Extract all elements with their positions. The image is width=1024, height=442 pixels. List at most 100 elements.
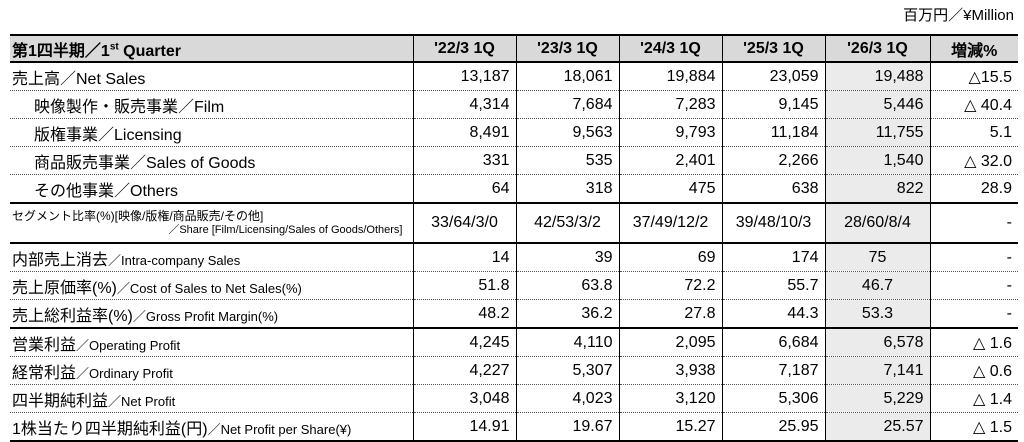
table-cell: 75 <box>824 242 930 272</box>
table-cell: 53.3 <box>824 299 930 329</box>
table-cell: 6,684 <box>721 327 825 357</box>
table-row: 内部売上消去／Intra-company Sales 14 39 69 174 … <box>10 242 1018 272</box>
table-cell: 4,110 <box>515 327 619 357</box>
table-row: 売上原価率(%)／Cost of Sales to Net Sales(%) 5… <box>10 271 1018 300</box>
table-cell: 28/60/8/4 <box>824 202 930 244</box>
row-label: その他事業／Others <box>10 174 413 204</box>
table-cell: - <box>929 299 1018 329</box>
table-cell: 55.7 <box>721 271 825 300</box>
table-row: 売上高／Net Sales 13,187 18,061 19,884 23,05… <box>10 62 1018 91</box>
row-label: セグメント比率(%)[映像/版権/商品販売/その他] ／Share [Film/L… <box>10 202 413 244</box>
table-cell: 37/49/12/2 <box>618 202 722 244</box>
table-cell: 39/48/10/3 <box>721 202 825 244</box>
table-row: 商品販売事業／Sales of Goods 331 535 2,401 2,26… <box>10 146 1018 175</box>
table-cell: 9,145 <box>721 90 825 119</box>
table-cell: 7,283 <box>618 90 722 119</box>
row-label: 売上総利益率(%)／Gross Profit Margin(%) <box>10 299 413 329</box>
table-cell: 318 <box>515 174 619 204</box>
table-cell: 2,095 <box>618 327 722 357</box>
table-cell: 13,187 <box>412 62 516 91</box>
row-label: 商品販売事業／Sales of Goods <box>10 146 413 175</box>
table-cell: 19.67 <box>515 412 619 442</box>
table-cell: - <box>929 242 1018 272</box>
row-label: 1株当たり四半期純利益(円)／Net Profit per Share(¥) <box>10 412 413 442</box>
table-row: その他事業／Others 64 318 475 638 822 28.9 <box>10 174 1018 204</box>
table-cell: 42/53/3/2 <box>515 202 619 244</box>
table-cell: △ 1.5 <box>929 412 1018 442</box>
table-cell: 3,120 <box>618 384 722 413</box>
table-row: 版権事業／Licensing 8,491 9,563 9,793 11,184 … <box>10 118 1018 147</box>
table-cell: 14 <box>412 242 516 272</box>
table-cell: 48.2 <box>412 299 516 329</box>
column-header: '24/3 1Q <box>618 34 722 63</box>
table-cell: 51.8 <box>412 271 516 300</box>
table-cell: 8,491 <box>412 118 516 147</box>
table-cell: 475 <box>618 174 722 204</box>
table-cell: 64 <box>412 174 516 204</box>
table-row: 売上総利益率(%)／Gross Profit Margin(%) 48.2 36… <box>10 299 1018 329</box>
table-cell: 7,684 <box>515 90 619 119</box>
table-row: 1株当たり四半期純利益(円)／Net Profit per Share(¥) 1… <box>10 412 1018 442</box>
row-label: 経常利益／Ordinary Profit <box>10 356 413 385</box>
row-label: 四半期純利益／Net Profit <box>10 384 413 413</box>
column-header: '26/3 1Q <box>824 34 930 63</box>
table-cell: 63.8 <box>515 271 619 300</box>
header-row: 第1四半期／1st Quarter '22/3 1Q '23/3 1Q '24/… <box>10 34 1018 63</box>
table-cell: 69 <box>618 242 722 272</box>
table-cell: 3,938 <box>618 356 722 385</box>
table-cell: 15.27 <box>618 412 722 442</box>
table-cell: 6,578 <box>824 327 930 357</box>
table-cell: 44.3 <box>721 299 825 329</box>
table-cell: 7,141 <box>824 356 930 385</box>
table-cell: 2,266 <box>721 146 825 175</box>
table-cell: 11,184 <box>721 118 825 147</box>
table-row: 映像製作・販売事業／Film 4,314 7,684 7,283 9,145 5… <box>10 90 1018 119</box>
table-cell: △ 1.4 <box>929 384 1018 413</box>
row-label: 売上原価率(%)／Cost of Sales to Net Sales(%) <box>10 271 413 300</box>
table-cell: 5,306 <box>721 384 825 413</box>
table-cell: 5.1 <box>929 118 1018 147</box>
table-row: セグメント比率(%)[映像/版権/商品販売/その他] ／Share [Film/L… <box>10 202 1018 244</box>
row-label: 版権事業／Licensing <box>10 118 413 147</box>
row-label: 内部売上消去／Intra-company Sales <box>10 242 413 272</box>
column-header: '25/3 1Q <box>721 34 825 63</box>
table-cell: △ 0.6 <box>929 356 1018 385</box>
table-cell: 4,245 <box>412 327 516 357</box>
table-cell: 25.95 <box>721 412 825 442</box>
table-cell: 7,187 <box>721 356 825 385</box>
table-cell: 4,227 <box>412 356 516 385</box>
financial-table: 第1四半期／1st Quarter '22/3 1Q '23/3 1Q '24/… <box>10 34 1018 442</box>
row-label: 売上高／Net Sales <box>10 62 413 91</box>
table-cell: 27.8 <box>618 299 722 329</box>
column-header: '22/3 1Q <box>412 34 516 63</box>
table-cell: 822 <box>824 174 930 204</box>
table-cell: 9,563 <box>515 118 619 147</box>
table-cell: △ 40.4 <box>929 90 1018 119</box>
table-cell: 4,023 <box>515 384 619 413</box>
table-cell: 11,755 <box>824 118 930 147</box>
table-cell: - <box>929 271 1018 300</box>
table-cell: 331 <box>412 146 516 175</box>
table-cell: △ 32.0 <box>929 146 1018 175</box>
table-cell: 23,059 <box>721 62 825 91</box>
table-cell: 28.9 <box>929 174 1018 204</box>
table-cell: 14.91 <box>412 412 516 442</box>
table-cell: 9,793 <box>618 118 722 147</box>
column-header: 増減% <box>929 34 1018 63</box>
table-cell: △15.5 <box>929 62 1018 91</box>
table-cell: 46.7 <box>824 271 930 300</box>
table-cell: 39 <box>515 242 619 272</box>
table-row: 四半期純利益／Net Profit 3,048 4,023 3,120 5,30… <box>10 384 1018 413</box>
table-cell: 19,884 <box>618 62 722 91</box>
row-sublabel: ／Share [Film/Licensing/Sales of Goods/Ot… <box>168 224 403 236</box>
table-cell: 638 <box>721 174 825 204</box>
unit-label: 百万円／¥Million <box>903 7 1014 24</box>
table-cell: 72.2 <box>618 271 722 300</box>
table-cell: 2,401 <box>618 146 722 175</box>
table-cell: 5,307 <box>515 356 619 385</box>
table-cell: - <box>929 202 1018 244</box>
table-cell: 18,061 <box>515 62 619 91</box>
table-cell: 33/64/3/0 <box>412 202 516 244</box>
table-row: 営業利益／Operating Profit 4,245 4,110 2,095 … <box>10 327 1018 357</box>
table-cell: 25.57 <box>824 412 930 442</box>
